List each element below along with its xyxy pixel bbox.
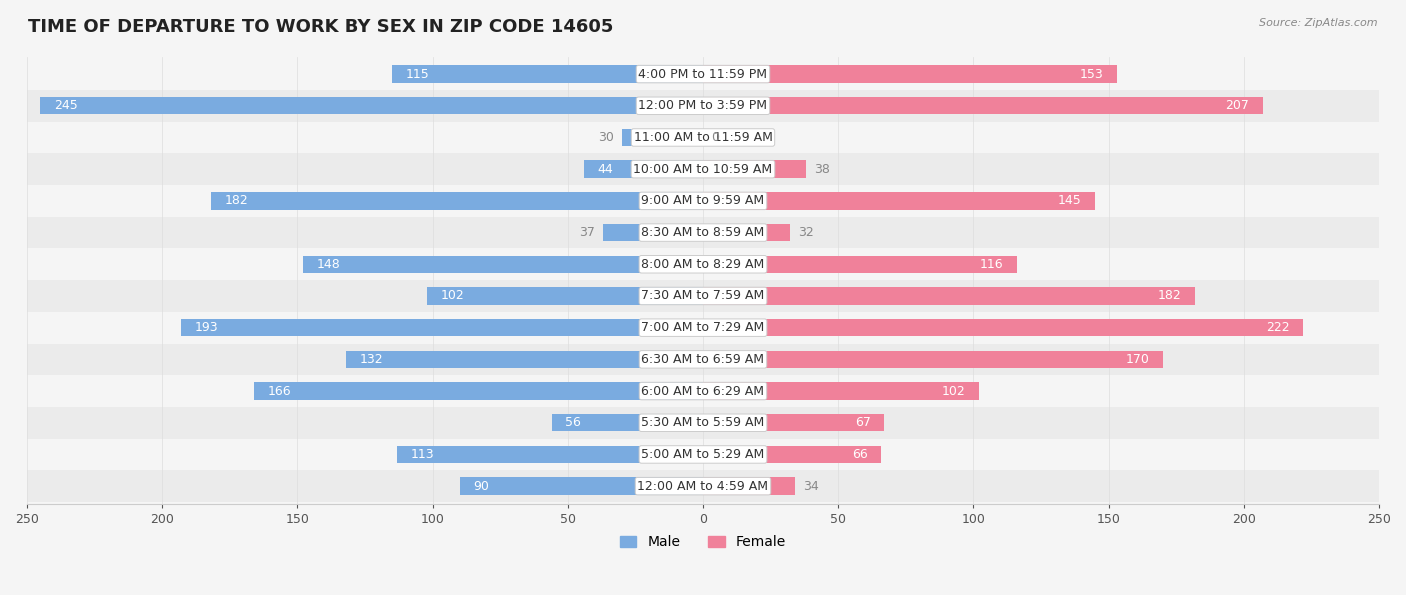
Bar <box>27 280 1379 312</box>
Text: 8:30 AM to 8:59 AM: 8:30 AM to 8:59 AM <box>641 226 765 239</box>
Text: Source: ZipAtlas.com: Source: ZipAtlas.com <box>1260 18 1378 28</box>
Bar <box>703 255 1017 273</box>
Bar <box>703 97 1263 114</box>
Text: 170: 170 <box>1125 353 1149 366</box>
Text: 6:30 AM to 6:59 AM: 6:30 AM to 6:59 AM <box>641 353 765 366</box>
Text: 6:00 AM to 6:29 AM: 6:00 AM to 6:29 AM <box>641 384 765 397</box>
Text: 102: 102 <box>942 384 966 397</box>
Text: 148: 148 <box>316 258 340 271</box>
Text: 66: 66 <box>852 448 868 461</box>
Legend: Male, Female: Male, Female <box>614 530 792 555</box>
Text: 67: 67 <box>855 416 870 429</box>
Text: 30: 30 <box>598 131 614 144</box>
Bar <box>27 439 1379 470</box>
Bar <box>27 343 1379 375</box>
Bar <box>27 312 1379 343</box>
Text: 153: 153 <box>1080 68 1104 80</box>
Text: 115: 115 <box>405 68 429 80</box>
Text: 37: 37 <box>579 226 595 239</box>
Text: 44: 44 <box>598 162 613 176</box>
Text: 5:30 AM to 5:59 AM: 5:30 AM to 5:59 AM <box>641 416 765 429</box>
Text: 116: 116 <box>980 258 1002 271</box>
Text: 90: 90 <box>474 480 489 493</box>
Text: 9:00 AM to 9:59 AM: 9:00 AM to 9:59 AM <box>641 195 765 208</box>
Text: 56: 56 <box>565 416 581 429</box>
Bar <box>181 319 703 336</box>
Bar <box>27 407 1379 439</box>
Bar <box>703 383 979 400</box>
Text: 34: 34 <box>803 480 818 493</box>
Bar <box>27 249 1379 280</box>
Bar <box>427 287 703 305</box>
Bar <box>27 58 1379 90</box>
Bar <box>603 224 703 242</box>
Bar <box>346 350 703 368</box>
Text: 102: 102 <box>440 289 464 302</box>
Text: 7:00 AM to 7:29 AM: 7:00 AM to 7:29 AM <box>641 321 765 334</box>
Text: 7:30 AM to 7:59 AM: 7:30 AM to 7:59 AM <box>641 289 765 302</box>
Text: 12:00 AM to 4:59 AM: 12:00 AM to 4:59 AM <box>637 480 769 493</box>
Text: 193: 193 <box>194 321 218 334</box>
Bar <box>27 185 1379 217</box>
Text: 182: 182 <box>1159 289 1181 302</box>
Text: 113: 113 <box>411 448 434 461</box>
Bar <box>27 470 1379 502</box>
Text: 32: 32 <box>797 226 814 239</box>
Bar <box>583 161 703 178</box>
Text: 0: 0 <box>711 131 718 144</box>
Bar <box>254 383 703 400</box>
Bar <box>27 217 1379 249</box>
Bar <box>27 154 1379 185</box>
Bar <box>703 161 806 178</box>
Bar <box>41 97 703 114</box>
Text: 166: 166 <box>267 384 291 397</box>
Bar <box>460 477 703 495</box>
Bar <box>302 255 703 273</box>
Bar <box>27 375 1379 407</box>
Text: 38: 38 <box>814 162 830 176</box>
Bar <box>703 192 1095 209</box>
Bar <box>703 446 882 463</box>
Text: 245: 245 <box>53 99 77 112</box>
Bar <box>27 121 1379 154</box>
Bar <box>703 477 794 495</box>
Text: 10:00 AM to 10:59 AM: 10:00 AM to 10:59 AM <box>634 162 772 176</box>
Bar <box>703 224 790 242</box>
Text: 11:00 AM to 11:59 AM: 11:00 AM to 11:59 AM <box>634 131 772 144</box>
Bar <box>703 350 1163 368</box>
Text: 132: 132 <box>360 353 384 366</box>
Bar <box>392 65 703 83</box>
Bar <box>211 192 703 209</box>
Text: 182: 182 <box>225 195 247 208</box>
Text: TIME OF DEPARTURE TO WORK BY SEX IN ZIP CODE 14605: TIME OF DEPARTURE TO WORK BY SEX IN ZIP … <box>28 18 613 36</box>
Bar <box>703 414 884 431</box>
Text: 12:00 PM to 3:59 PM: 12:00 PM to 3:59 PM <box>638 99 768 112</box>
Bar <box>703 65 1116 83</box>
Bar <box>551 414 703 431</box>
Bar <box>703 319 1303 336</box>
Bar <box>398 446 703 463</box>
Text: 207: 207 <box>1226 99 1250 112</box>
Text: 222: 222 <box>1267 321 1289 334</box>
Text: 5:00 AM to 5:29 AM: 5:00 AM to 5:29 AM <box>641 448 765 461</box>
Text: 8:00 AM to 8:29 AM: 8:00 AM to 8:29 AM <box>641 258 765 271</box>
Text: 4:00 PM to 11:59 PM: 4:00 PM to 11:59 PM <box>638 68 768 80</box>
Bar <box>27 90 1379 121</box>
Bar <box>703 287 1195 305</box>
Bar <box>621 129 703 146</box>
Text: 145: 145 <box>1057 195 1081 208</box>
